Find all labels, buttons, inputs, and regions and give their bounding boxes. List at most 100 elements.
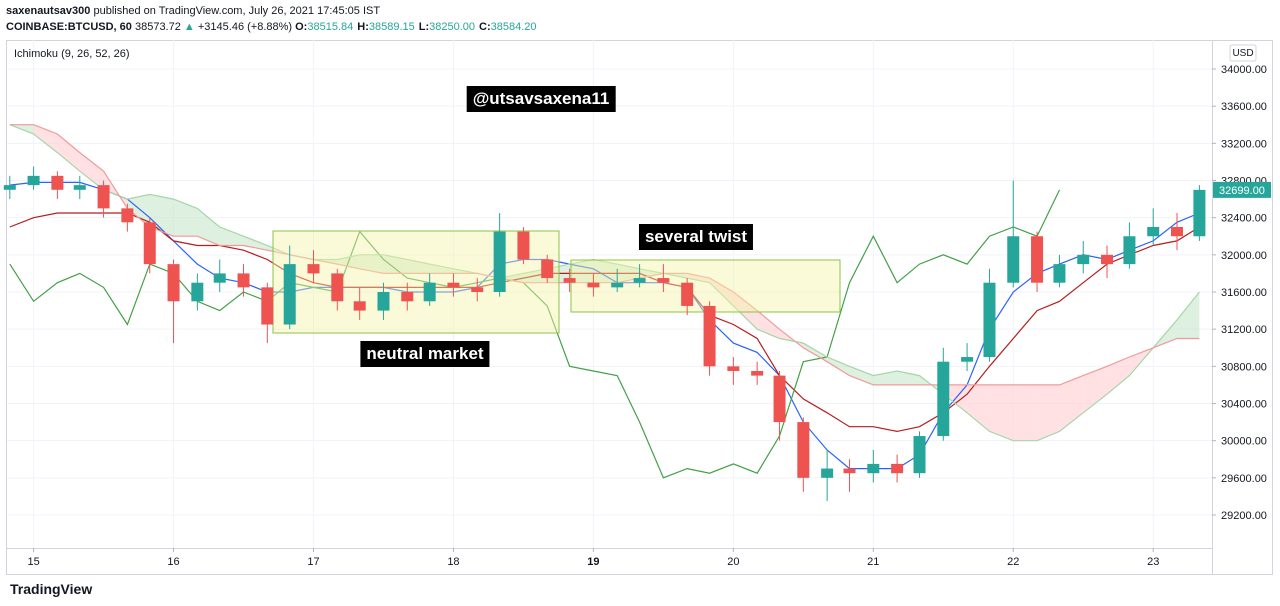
- symbol: COINBASE:BTCUSD, 60: [6, 21, 132, 33]
- candle-body: [983, 282, 996, 358]
- candle-body: [1193, 189, 1206, 237]
- candle-body: [913, 436, 926, 474]
- candle-body: [937, 361, 950, 437]
- candle-body: [121, 208, 134, 223]
- cloud-fill: [827, 357, 850, 376]
- candle-body: [213, 273, 226, 283]
- x-tick-label: 18: [447, 556, 459, 568]
- cloud-fill: [803, 343, 828, 362]
- y-tick-label: 32400.00: [1221, 213, 1267, 225]
- last-price-box: [1213, 181, 1271, 198]
- candle-body: [307, 264, 320, 274]
- indicator-line: [9, 124, 1200, 442]
- indicator-line: [9, 189, 1061, 479]
- candle-body: [773, 375, 786, 423]
- candle-body: [843, 468, 856, 474]
- candle-body: [377, 292, 390, 311]
- publisher: saxenautsav300: [6, 5, 91, 17]
- cloud-fill: [967, 384, 990, 432]
- currency: USD: [1232, 48, 1253, 59]
- cloud-fill: [733, 292, 758, 330]
- candle-body: [237, 273, 250, 288]
- candle-body: [1101, 254, 1114, 265]
- candle-body: [401, 292, 414, 302]
- candle-body: [73, 185, 86, 190]
- candle-body: [727, 366, 740, 371]
- x-tick-label: 22: [1007, 556, 1019, 568]
- cloud-fill: [1177, 292, 1200, 339]
- candle-body: [563, 278, 576, 283]
- candle-body: [657, 278, 670, 283]
- price: 38573.72: [134, 21, 181, 33]
- y-tick-label: 31200.00: [1221, 324, 1267, 336]
- candle-body: [961, 357, 974, 362]
- candle-body: [891, 463, 904, 474]
- candle-body: [191, 282, 204, 302]
- y-tick-label: 33200.00: [1221, 138, 1267, 150]
- symbol-line: COINBASE:BTCUSD, 60 38573.72 ▲ +3145.46 …: [6, 21, 541, 33]
- candle-body: [797, 422, 810, 478]
- candle-body: [1031, 236, 1044, 283]
- cloud-fill: [197, 208, 220, 246]
- cloud-fill: [79, 152, 104, 190]
- drawn-box: [272, 230, 560, 334]
- candle-body: [97, 185, 110, 209]
- cloud-fill: [1037, 384, 1060, 441]
- y-tick-label: 34000.00: [1221, 64, 1267, 76]
- candle-body: [261, 287, 274, 325]
- indicator-label: Ichimoku (9, 26, 52, 26): [14, 48, 130, 60]
- candle-body: [423, 282, 436, 302]
- y-tick-label: 33600.00: [1221, 101, 1267, 113]
- y-tick-label: 32000.00: [1221, 250, 1267, 262]
- cloud-fill: [709, 278, 734, 306]
- candle-body: [167, 264, 180, 302]
- currency-box: [1229, 44, 1257, 62]
- candle-body: [587, 282, 600, 288]
- x-tick-label: 19: [587, 556, 599, 568]
- cloud-fill: [127, 194, 150, 227]
- indicator-line: [9, 212, 1200, 433]
- indicator-line: [9, 124, 1200, 386]
- cloud-fill: [1059, 375, 1084, 432]
- cloud-fill: [897, 370, 920, 385]
- cloud-fill: [989, 384, 1014, 441]
- publish-info: published on TradingView.com, July 26, 2…: [93, 5, 381, 17]
- y-tick-label: 30800.00: [1221, 361, 1267, 373]
- y-tick-label: 30400.00: [1221, 399, 1267, 411]
- annotation: neutral market: [360, 341, 490, 367]
- brand: TradingView: [10, 581, 92, 597]
- candle-body: [751, 370, 764, 376]
- candle-body: [1123, 236, 1136, 265]
- candle-body: [633, 278, 646, 283]
- candle-body: [1171, 226, 1184, 237]
- candle-body: [1077, 254, 1090, 265]
- candle-body: [447, 282, 460, 288]
- x-tick-label: 17: [307, 556, 319, 568]
- last-price-label: 32699.00: [1219, 185, 1265, 197]
- candle-body: [681, 282, 694, 306]
- publish-line: saxenautsav300 published on TradingView.…: [6, 5, 380, 17]
- cloud-fill: [173, 199, 198, 237]
- candle-body: [493, 231, 506, 293]
- candle-body: [517, 231, 530, 260]
- cloud-fill: [1083, 366, 1108, 413]
- y-tick-label: 31600.00: [1221, 287, 1267, 299]
- ohlc-label: C:: [479, 21, 491, 33]
- y-tick-label: 30000.00: [1221, 436, 1267, 448]
- ohlc-value: 38515.84: [307, 21, 354, 33]
- candle-body: [867, 463, 880, 474]
- candle-body: [1053, 264, 1066, 283]
- ohlc: O:38515.84 H:38589.15 L:38250.00 C:38584.20: [295, 21, 540, 33]
- cloud-fill: [1013, 384, 1038, 441]
- ohlc-label: H:: [357, 21, 369, 33]
- ohlc-value: 38250.00: [429, 21, 476, 33]
- candle-body: [283, 264, 296, 325]
- x-tick-label: 20: [727, 556, 739, 568]
- candle-body: [821, 468, 834, 478]
- cloud-fill: [383, 254, 408, 274]
- candle-body: [1147, 226, 1160, 237]
- candle-body: [51, 175, 64, 190]
- ohlc-label: O:: [295, 21, 308, 33]
- x-tick-label: 21: [867, 556, 879, 568]
